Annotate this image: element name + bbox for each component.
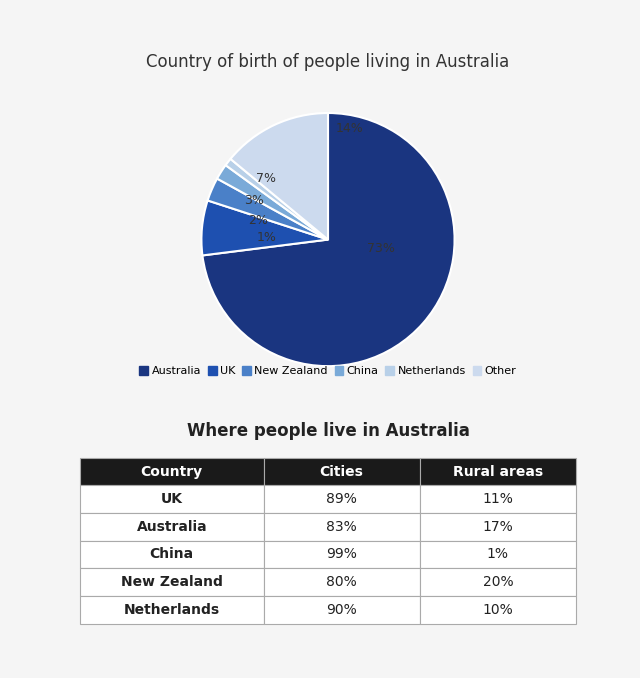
FancyBboxPatch shape bbox=[264, 485, 420, 513]
Text: New Zealand: New Zealand bbox=[121, 575, 223, 589]
Text: 17%: 17% bbox=[483, 520, 513, 534]
FancyBboxPatch shape bbox=[420, 540, 576, 568]
FancyBboxPatch shape bbox=[264, 458, 420, 485]
Text: Australia: Australia bbox=[136, 520, 207, 534]
Wedge shape bbox=[217, 165, 328, 239]
Text: Cities: Cities bbox=[320, 464, 364, 479]
Wedge shape bbox=[230, 113, 328, 239]
FancyBboxPatch shape bbox=[420, 596, 576, 624]
FancyBboxPatch shape bbox=[80, 540, 264, 568]
FancyBboxPatch shape bbox=[420, 513, 576, 540]
FancyBboxPatch shape bbox=[420, 568, 576, 596]
Text: 11%: 11% bbox=[483, 492, 513, 506]
FancyBboxPatch shape bbox=[264, 513, 420, 540]
FancyBboxPatch shape bbox=[420, 458, 576, 485]
FancyBboxPatch shape bbox=[264, 540, 420, 568]
Wedge shape bbox=[202, 201, 328, 256]
Text: 7%: 7% bbox=[257, 172, 276, 184]
Text: 3%: 3% bbox=[244, 195, 264, 207]
Text: 89%: 89% bbox=[326, 492, 357, 506]
FancyBboxPatch shape bbox=[264, 568, 420, 596]
Title: Country of birth of people living in Australia: Country of birth of people living in Aus… bbox=[147, 54, 509, 71]
Text: Where people live in Australia: Where people live in Australia bbox=[187, 422, 469, 440]
Text: 73%: 73% bbox=[367, 242, 395, 255]
Text: UK: UK bbox=[161, 492, 183, 506]
FancyBboxPatch shape bbox=[80, 513, 264, 540]
Legend: Australia, UK, New Zealand, China, Netherlands, Other: Australia, UK, New Zealand, China, Nethe… bbox=[135, 361, 521, 380]
FancyBboxPatch shape bbox=[80, 485, 264, 513]
FancyBboxPatch shape bbox=[420, 485, 576, 513]
Text: 83%: 83% bbox=[326, 520, 357, 534]
Text: 99%: 99% bbox=[326, 547, 357, 561]
Text: 80%: 80% bbox=[326, 575, 357, 589]
Text: 90%: 90% bbox=[326, 603, 357, 617]
Text: 20%: 20% bbox=[483, 575, 513, 589]
Text: Netherlands: Netherlands bbox=[124, 603, 220, 617]
Text: Rural areas: Rural areas bbox=[453, 464, 543, 479]
Text: China: China bbox=[150, 547, 194, 561]
Text: 2%: 2% bbox=[248, 214, 268, 226]
Text: 1%: 1% bbox=[487, 547, 509, 561]
FancyBboxPatch shape bbox=[264, 596, 420, 624]
Wedge shape bbox=[226, 159, 328, 239]
Wedge shape bbox=[202, 113, 454, 366]
FancyBboxPatch shape bbox=[80, 458, 264, 485]
Text: 14%: 14% bbox=[335, 122, 363, 136]
FancyBboxPatch shape bbox=[80, 568, 264, 596]
FancyBboxPatch shape bbox=[80, 596, 264, 624]
Text: 10%: 10% bbox=[483, 603, 513, 617]
Text: Country: Country bbox=[141, 464, 203, 479]
Text: 1%: 1% bbox=[257, 231, 276, 244]
Wedge shape bbox=[207, 178, 328, 239]
